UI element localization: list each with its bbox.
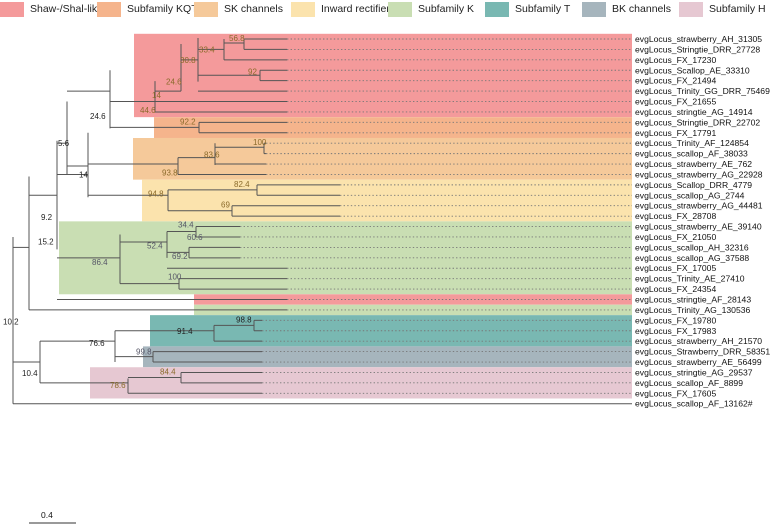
leaf-label: evgLocus_strawberry_AE_56499 [635,357,762,367]
legend-label: Subfamily K [418,3,475,15]
leaf-label: evgLocus_FX_17791 [635,128,716,138]
scale-bar-label: 0.4 [41,510,53,520]
support-value: 52.4 [147,241,163,250]
support-value: 24.6 [166,78,182,87]
support-value: 99.8 [136,348,152,357]
leaf-label: evgLocus_FX_19780 [635,315,716,325]
clade-box [133,138,632,180]
legend-label: Shaw-/Shal-like [30,3,103,15]
leaf-label: evgLocus_scallop_AF_13162# [635,399,753,409]
legend: Shaw-/Shal-like Subfamily KQT SK channel… [0,0,778,20]
legend-label: BK channels [612,3,671,15]
legend-swatch [97,2,121,17]
legend-swatch [291,2,315,17]
clade-box [142,179,632,222]
support-value: 14 [79,170,88,179]
leaf-label: evgLocus_Strawberry_DRR_58351 [635,347,770,357]
leaf-label: evgLocus_Stringtie_DRR_27728 [635,44,760,54]
support-value: 83.6 [204,151,220,160]
leaf-label: evgLocus_Trinity_AG_130536 [635,305,751,315]
support-value: 24.6 [90,112,106,121]
support-value: 86.4 [92,258,108,267]
leaf-label: evgLocus_strawberry_AG_22928 [635,169,763,179]
clade-box [143,346,632,368]
leaf-label: evgLocus_strawberry_AE_39140 [635,222,762,232]
leaf-label: evgLocus_FX_17983 [635,326,716,336]
leaf-label: evgLocus_Trinity_AF_124854 [635,138,749,148]
support-value: 34.4 [178,221,194,230]
leaf-label: evgLocus_strawberry_AH_31305 [635,34,762,44]
leaf-label: evgLocus_FX_28708 [635,211,716,221]
support-value: 33.4 [199,45,215,54]
legend-swatch [679,2,703,17]
support-value: 69 [221,201,230,210]
support-value: 30.8 [180,56,196,65]
support-value: 78.6 [110,381,126,390]
legend-swatch [485,2,509,17]
legend-swatch [388,2,412,17]
legend-label: SK channels [224,3,283,15]
leaf-label: evgLocus_FX_21655 [635,97,716,107]
clade-box [154,117,632,138]
leaf-label: evgLocus_Trinity_GG_DRR_75469 [635,86,770,96]
legend-label: Subfamily KQT [127,3,198,15]
leaf-label: evgLocus_strawberry_AE_762 [635,159,752,169]
support-value: 60.6 [187,233,203,242]
clade-box [150,315,632,347]
leaf-label: evgLocus_FX_24354 [635,284,716,294]
leaf-label: evgLocus_FX_21494 [635,76,716,86]
support-value: 69.2 [172,252,188,261]
support-value: 92 [248,68,257,77]
leaf-label: evgLocus_stringtie_AG_29537 [635,367,753,377]
leaf-label: evgLocus_strawberry_AH_21570 [635,336,762,346]
support-value: 84.4 [160,367,176,376]
support-value: 100 [168,273,182,282]
leaf-label: evgLocus_FX_21050 [635,232,716,242]
support-value: 15.2 [38,237,54,246]
support-value: 94.8 [148,189,164,198]
leaf-label: evgLocus_stringtie_AF_28143 [635,295,751,305]
leaf-label: evgLocus_stringtie_AG_14914 [635,107,753,117]
leaf-label: evgLocus_Trinity_AE_27410 [635,274,745,284]
leaf-label: evgLocus_FX_17230 [635,55,716,65]
support-value: 82.4 [234,180,250,189]
leaf-label: evgLocus_scallop_AG_37588 [635,253,749,263]
support-value: 44.6 [140,106,156,115]
leaf-label: evgLocus_Scallop_AE_33310 [635,65,750,75]
leaf-label: evgLocus_Stringtie_DRR_22702 [635,117,760,127]
legend-label: Subfamily H [709,3,766,15]
leaf-label: evgLocus_Scallop_DRR_4779 [635,180,752,190]
leaf-label: evgLocus_FX_17605 [635,388,716,398]
support-value: 76.6 [89,339,105,348]
support-value: 100 [253,138,267,147]
support-value: 5.6 [58,139,70,148]
support-value: 10.2 [3,317,19,326]
legend-swatch [194,2,218,17]
support-value: 10.4 [22,369,38,378]
support-value: 91.4 [177,327,193,336]
leaf-label: evgLocus_FX_17005 [635,263,716,273]
leaf-label: evgLocus_scallop_AG_2744 [635,190,745,200]
support-value: 92.2 [180,117,196,126]
support-value: 9.2 [41,213,53,222]
leaf-label: evgLocus_strawberry_AG_44481 [635,201,763,211]
support-value: 93.8 [162,168,178,177]
support-value: 98.8 [236,315,252,324]
legend-label: Inward rectifiers [321,3,396,15]
leaf-label: evgLocus_scallop_AH_32316 [635,242,749,252]
legend-swatch [582,2,606,17]
leaf-label: evgLocus_scallop_AF_8899 [635,378,743,388]
leaf-label: evgLocus_scallop_AF_38033 [635,149,748,159]
support-value: 56.8 [229,34,245,43]
support-value: 14 [152,91,161,100]
legend-label: Subfamily T [515,3,571,15]
legend-swatch [0,2,24,17]
